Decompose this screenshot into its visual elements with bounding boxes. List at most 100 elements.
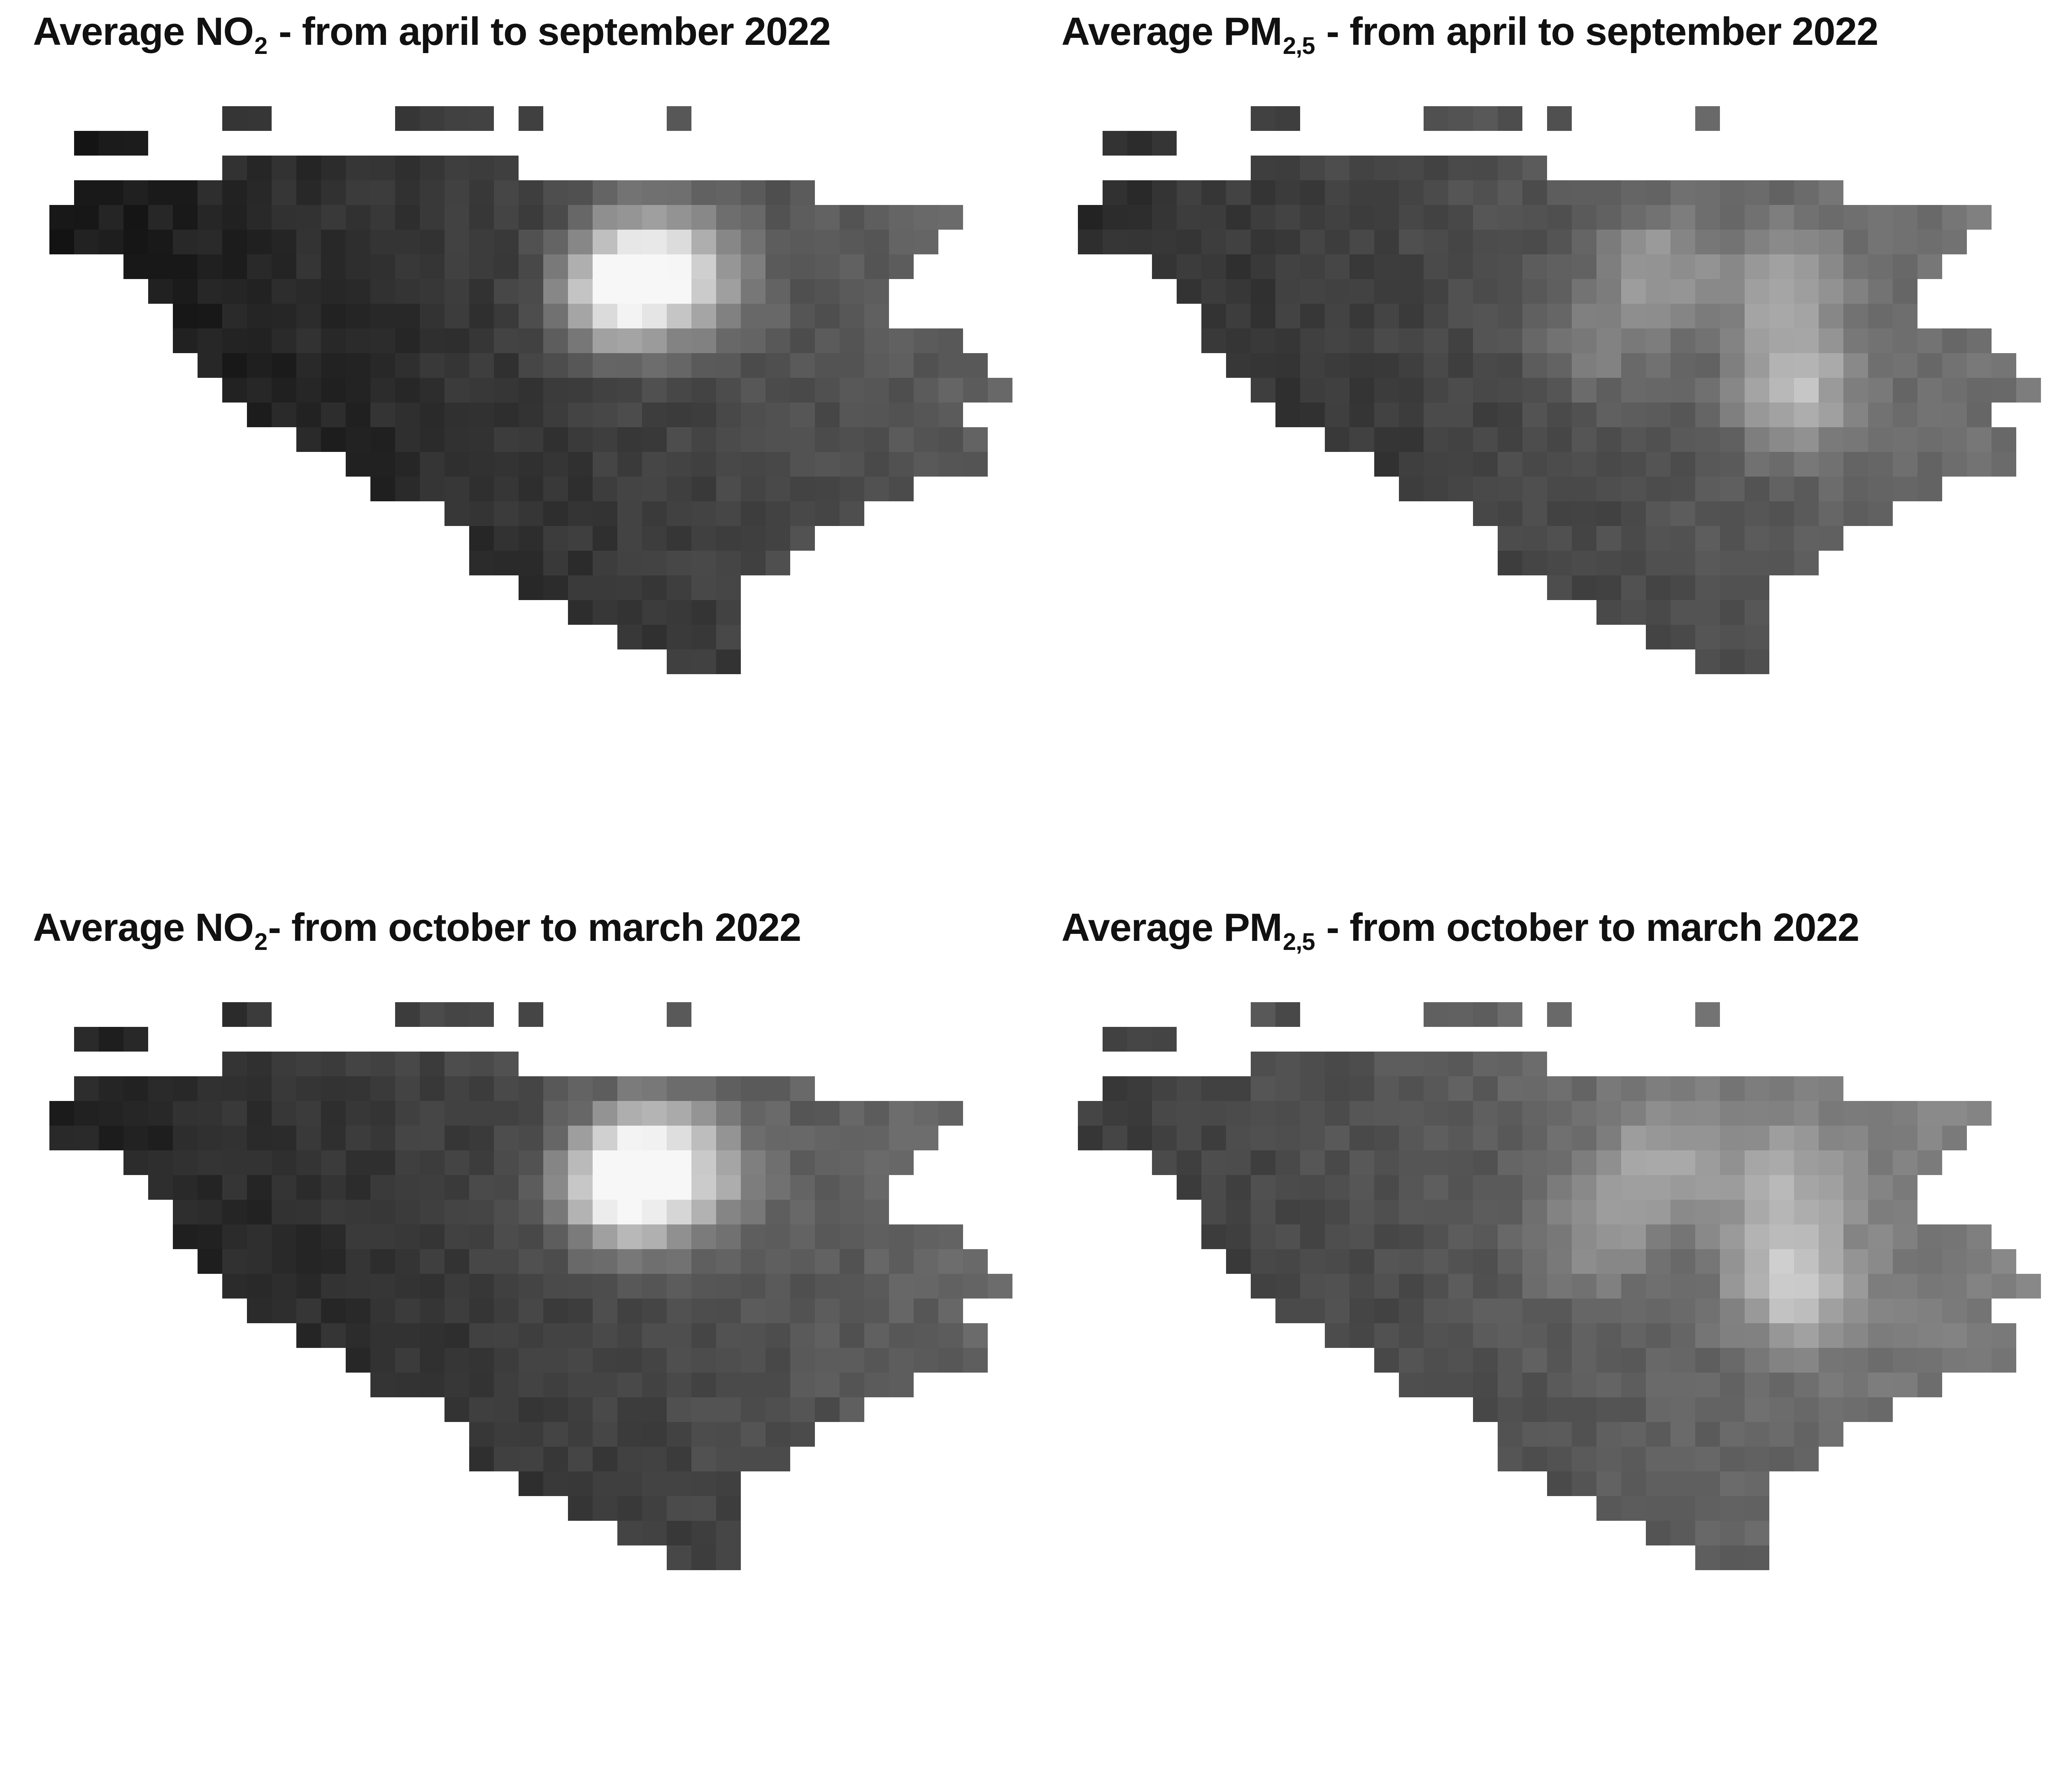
raster-cell — [494, 427, 519, 452]
raster-cell — [1473, 205, 1498, 230]
raster-cell — [272, 304, 296, 328]
raster-cell — [1769, 378, 1794, 403]
raster-cell — [1473, 1175, 1498, 1200]
raster-cell — [198, 279, 222, 304]
raster-cell — [1621, 1249, 1646, 1274]
raster-cell — [1967, 1323, 1992, 1348]
raster-cell — [593, 1496, 617, 1521]
raster-cell — [1596, 1323, 1621, 1348]
raster-cell — [815, 328, 840, 353]
raster-cell — [766, 353, 790, 378]
raster-cell — [1794, 1373, 1819, 1397]
raster-cell — [469, 1397, 494, 1422]
raster-cell — [617, 1521, 642, 1545]
raster-cell — [346, 1274, 370, 1299]
raster-cell — [296, 353, 321, 378]
raster-cell — [247, 1101, 272, 1126]
raster-cell — [864, 427, 889, 452]
raster-cell — [691, 1076, 716, 1101]
raster-cell — [790, 1274, 815, 1299]
raster-cell — [1621, 427, 1646, 452]
raster-cell — [1745, 1274, 1769, 1299]
raster-cell — [1350, 378, 1374, 403]
raster-cell — [1621, 230, 1646, 254]
raster-cell — [716, 625, 741, 649]
raster-cell — [420, 1101, 444, 1126]
raster-cell — [667, 600, 691, 625]
raster-cell — [420, 1200, 444, 1224]
raster-cell — [1399, 1373, 1424, 1397]
raster-cell — [642, 378, 667, 403]
raster-cell — [593, 1323, 617, 1348]
raster-cell — [741, 230, 766, 254]
raster-cell — [1275, 106, 1300, 131]
raster-cell — [1819, 1175, 1843, 1200]
raster-cell — [1448, 477, 1473, 501]
raster-cell — [1794, 501, 1819, 526]
raster-cell — [1424, 230, 1448, 254]
raster-cell — [1621, 477, 1646, 501]
raster-cell — [1350, 427, 1374, 452]
raster-cell — [1424, 1274, 1448, 1299]
raster-cell — [173, 1175, 198, 1200]
raster-cell — [296, 1052, 321, 1076]
raster-cell — [370, 1249, 395, 1274]
raster-cell — [1300, 1200, 1325, 1224]
raster-cell — [395, 1323, 420, 1348]
raster-cell — [494, 230, 519, 254]
raster-cell — [198, 353, 222, 378]
raster-cell — [691, 1447, 716, 1471]
raster-cell — [1745, 205, 1769, 230]
raster-cell — [766, 254, 790, 279]
raster-cell — [1819, 304, 1843, 328]
raster-cell — [469, 378, 494, 403]
raster-cell — [519, 106, 543, 131]
raster-cell — [1967, 403, 1992, 427]
raster-cell — [1572, 452, 1596, 477]
raster-cell — [1720, 1200, 1745, 1224]
raster-cell — [1498, 1150, 1522, 1175]
raster-cell — [1424, 353, 1448, 378]
raster-cell — [543, 328, 568, 353]
raster-cell — [420, 1175, 444, 1200]
raster-cell — [1868, 328, 1893, 353]
raster-cell — [1794, 1323, 1819, 1348]
raster-cell — [1201, 328, 1226, 353]
raster-cell — [593, 1447, 617, 1471]
raster-cell — [1868, 1373, 1893, 1397]
raster-cell — [543, 1126, 568, 1150]
raster-cell — [1251, 1200, 1275, 1224]
raster-cell — [99, 230, 123, 254]
raster-cell — [1424, 1249, 1448, 1274]
raster-cell — [766, 1249, 790, 1274]
map-title: Average NO2 - from april to september 20… — [33, 9, 831, 59]
raster-cell — [691, 600, 716, 625]
raster-cell — [173, 1200, 198, 1224]
raster-cell — [1498, 1175, 1522, 1200]
raster-cell — [346, 1101, 370, 1126]
raster-cell — [321, 1323, 346, 1348]
raster-cell — [346, 328, 370, 353]
raster-cell — [469, 526, 494, 551]
raster-cell — [247, 353, 272, 378]
raster-cell — [420, 1224, 444, 1249]
raster-cell — [198, 1126, 222, 1150]
raster-map — [49, 1002, 1012, 1570]
raster-cell — [1251, 205, 1275, 230]
raster-cell — [691, 551, 716, 575]
raster-cell — [321, 328, 346, 353]
raster-cell — [1448, 1348, 1473, 1373]
raster-cell — [1424, 1175, 1448, 1200]
raster-cell — [568, 477, 593, 501]
raster-cell — [716, 1076, 741, 1101]
raster-cell — [1399, 1249, 1424, 1274]
raster-cell — [321, 403, 346, 427]
raster-cell — [444, 1002, 469, 1027]
raster-cell — [1448, 1076, 1473, 1101]
raster-cell — [222, 1101, 247, 1126]
raster-cell — [247, 1274, 272, 1299]
raster-cell — [1967, 427, 1992, 452]
raster-cell — [1498, 1373, 1522, 1397]
raster-cell — [1917, 353, 1942, 378]
raster-cell — [642, 1521, 667, 1545]
